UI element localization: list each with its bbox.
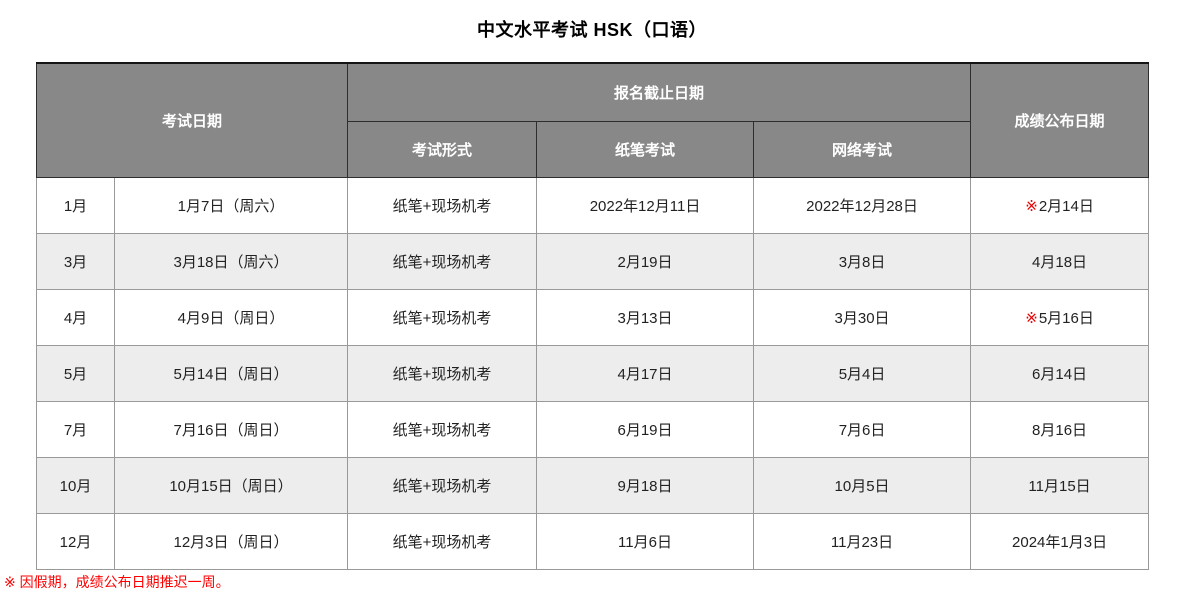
month-cell: 3月 [36,233,115,290]
exam-date-cell: 12月3日（周日） [113,513,349,570]
paper-deadline-cell: 4月17日 [536,345,755,402]
exam-date-cell: 10月15日（周日） [113,457,349,514]
month-cell: 5月 [36,345,115,402]
header-exam-format: 考试形式 [347,121,538,178]
online-deadline-cell: 3月8日 [753,233,972,290]
exam-format-cell: 纸笔+现场机考 [347,177,538,234]
holiday-footnote: ※ 因假期，成绩公布日期推迟一周。 [4,574,230,590]
exam-date-cell: 4月9日（周日） [113,289,349,346]
results-date-cell: 11月15日 [970,457,1150,514]
month-cell: 12月 [36,513,115,570]
table-header: 考试日期 报名截止日期 成绩公布日期 考试形式 纸笔考试 网络考试 [35,62,1150,178]
table-row: 5月 5月14日（周日） 纸笔+现场机考 4月17日 5月4日 6月14日 [36,345,1150,402]
exam-format-cell: 纸笔+现场机考 [347,289,538,346]
header-row-1: 考试日期 报名截止日期 成绩公布日期 [35,62,1150,178]
results-date-cell: 6月14日 [970,345,1150,402]
results-date-cell: ※2月14日 [970,177,1150,234]
online-deadline-cell: 3月30日 [753,289,972,346]
paper-deadline-cell: 2022年12月11日 [536,177,755,234]
paper-deadline-cell: 2月19日 [536,233,755,290]
results-date-cell: 2024年1月3日 [970,513,1150,570]
table-row: 10月 10月15日（周日） 纸笔+现场机考 9月18日 10月5日 11月15日 [36,457,1150,514]
exam-schedule-table: 考试日期 报名截止日期 成绩公布日期 考试形式 纸笔考试 网络考试 1月 1月7日… [35,62,1150,570]
online-deadline-cell: 11月23日 [753,513,972,570]
online-deadline-cell: 7月6日 [753,401,972,458]
header-paper-exam: 纸笔考试 [536,121,755,178]
results-date-cell: 4月18日 [970,233,1150,290]
online-deadline-cell: 10月5日 [753,457,972,514]
header-online-exam: 网络考试 [753,121,972,178]
table-row: 4月 4月9日（周日） 纸笔+现场机考 3月13日 3月30日 ※5月16日 [36,289,1150,346]
month-cell: 1月 [36,177,115,234]
exam-date-cell: 3月18日（周六） [113,233,349,290]
exam-format-cell: 纸笔+现场机考 [347,345,538,402]
header-row-2: 考试形式 纸笔考试 网络考试 [37,121,1149,178]
exam-date-cell: 5月14日（周日） [113,345,349,402]
paper-deadline-cell: 3月13日 [536,289,755,346]
results-date-cell: ※5月16日 [970,289,1150,346]
paper-deadline-cell: 11月6日 [536,513,755,570]
month-cell: 10月 [36,457,115,514]
header-exam-date: 考试日期 [35,62,349,178]
table-body: 1月 1月7日（周六） 纸笔+现场机考 2022年12月11日 2022年12月28日 ※… [36,177,1150,570]
holiday-marker: ※ [1025,198,1038,215]
online-deadline-cell: 2022年12月28日 [753,177,972,234]
paper-deadline-cell: 6月19日 [536,401,755,458]
holiday-marker: ※ [1025,310,1038,327]
page-title: 中文水平考试 HSK（口语） [476,20,707,40]
exam-format-cell: 纸笔+现场机考 [347,233,538,290]
exam-format-cell: 纸笔+现场机考 [347,513,538,570]
table-row: 12月 12月3日（周日） 纸笔+现场机考 11月6日 11月23日 2024年1月3日 [36,513,1150,570]
table-row: 3月 3月18日（周六） 纸笔+现场机考 2月19日 3月8日 4月18日 [36,233,1150,290]
online-deadline-cell: 5月4日 [753,345,972,402]
header-registration-deadline: 报名截止日期 [347,62,972,122]
exam-date-cell: 7月16日（周日） [113,401,349,458]
header-results-date: 成绩公布日期 [970,62,1150,178]
results-date-cell: 8月16日 [970,401,1150,458]
exam-date-cell: 1月7日（周六） [113,177,349,234]
exam-format-cell: 纸笔+现场机考 [347,457,538,514]
month-cell: 7月 [36,401,115,458]
paper-deadline-cell: 9月18日 [536,457,755,514]
month-cell: 4月 [36,289,115,346]
exam-format-cell: 纸笔+现场机考 [347,401,538,458]
table-row: 7月 7月16日（周日） 纸笔+现场机考 6月19日 7月6日 8月16日 [36,401,1150,458]
table-row: 1月 1月7日（周六） 纸笔+现场机考 2022年12月11日 2022年12月28日 ※… [36,177,1150,234]
